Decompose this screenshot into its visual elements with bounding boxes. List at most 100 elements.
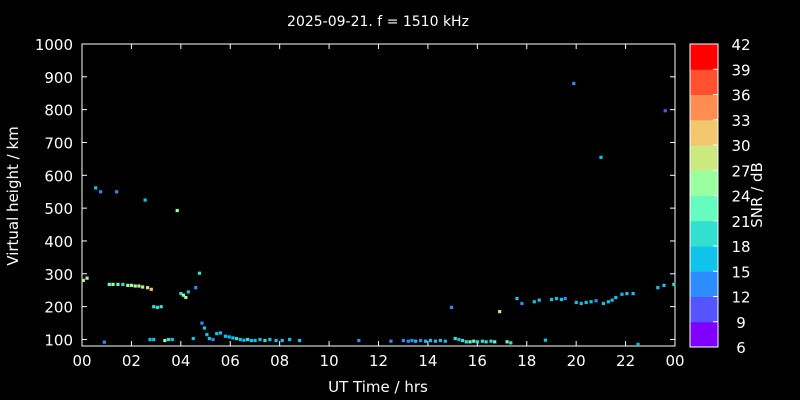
data-point xyxy=(227,335,231,339)
x-tick-label: 08 xyxy=(270,352,289,370)
data-point xyxy=(137,284,141,288)
data-point xyxy=(115,190,119,194)
data-point xyxy=(121,282,125,286)
data-point xyxy=(520,301,524,306)
colorbar-tick-label: 12 xyxy=(731,289,750,307)
chart-title: 2025-09-21. f = 1510 kHz xyxy=(287,14,469,30)
data-point xyxy=(191,336,195,341)
x-tick-label: 20 xyxy=(567,352,586,370)
data-point xyxy=(625,291,629,296)
data-point xyxy=(207,336,211,341)
data-point xyxy=(258,337,262,342)
data-point xyxy=(484,340,488,344)
data-point xyxy=(489,339,493,343)
data-point xyxy=(200,321,204,325)
data-points xyxy=(81,81,676,347)
data-point xyxy=(498,310,502,314)
data-point xyxy=(457,337,461,342)
x-tick-label: 00 xyxy=(72,352,91,370)
data-point xyxy=(419,338,423,343)
y-tick-label: 500 xyxy=(44,200,73,218)
colorbar-tick-label: 15 xyxy=(731,263,750,281)
data-point xyxy=(589,300,593,304)
data-point xyxy=(263,338,267,343)
data-point xyxy=(215,332,219,336)
data-point xyxy=(129,283,134,287)
colorbar-segment xyxy=(690,271,718,297)
data-point xyxy=(231,336,235,340)
colorbar-tick-label: 9 xyxy=(736,314,746,332)
data-point xyxy=(406,339,410,343)
data-point xyxy=(288,337,292,342)
data-point xyxy=(423,339,428,343)
colorbar-tick-label: 39 xyxy=(731,61,750,79)
colorbar-tick-label: 27 xyxy=(731,162,750,180)
colorbar-tick-label: 36 xyxy=(731,87,750,105)
data-point xyxy=(184,295,188,300)
data-point xyxy=(175,208,179,213)
data-point xyxy=(152,305,156,309)
x-tick-label: 00 xyxy=(665,352,684,370)
y-tick-label: 100 xyxy=(44,331,73,349)
colorbar-tick-label: 33 xyxy=(731,112,750,130)
data-point xyxy=(389,339,393,343)
data-point xyxy=(579,301,583,306)
y-axis-label: Virtual height / km xyxy=(4,126,22,265)
data-point xyxy=(532,300,536,304)
data-point xyxy=(253,338,257,343)
data-point xyxy=(205,333,209,337)
colorbar-segment xyxy=(690,69,718,95)
data-point xyxy=(297,338,302,343)
colorbar-segment xyxy=(690,145,718,171)
colorbar-segment xyxy=(690,246,718,272)
data-point xyxy=(202,326,207,330)
data-point xyxy=(194,286,198,290)
x-axis-ticks: 00 02 04 06 08 10 12 14 16 18 20 22 00 xyxy=(72,44,685,370)
colorbar-segment xyxy=(690,44,718,70)
data-point xyxy=(601,301,606,306)
data-point xyxy=(464,340,468,344)
data-point xyxy=(99,190,103,194)
colorbar-tick-label: 21 xyxy=(731,213,750,231)
data-point xyxy=(493,340,497,344)
colorbar-segment xyxy=(690,119,718,146)
data-point xyxy=(116,282,120,286)
data-point xyxy=(599,155,603,159)
data-point xyxy=(401,338,405,343)
data-point xyxy=(537,298,541,302)
data-point xyxy=(574,300,578,305)
data-point xyxy=(475,340,480,344)
data-point xyxy=(211,337,215,342)
data-point xyxy=(357,338,361,343)
data-point xyxy=(505,340,509,344)
data-point xyxy=(141,285,145,289)
snr-colorbar: 6 9 12 15 18 21 24 27 30 33 36 39 42 xyxy=(689,36,751,357)
data-point xyxy=(443,339,447,343)
data-point xyxy=(433,339,438,343)
colorbar-segment xyxy=(690,94,718,121)
colorbar-segment xyxy=(690,170,718,196)
data-point xyxy=(606,300,610,304)
x-tick-label: 16 xyxy=(468,352,487,370)
x-tick-label: 02 xyxy=(122,352,141,370)
data-point xyxy=(572,81,576,86)
data-point xyxy=(242,338,246,342)
plot-area xyxy=(81,43,676,347)
data-point xyxy=(223,334,228,338)
data-point xyxy=(148,337,152,342)
data-point xyxy=(149,287,153,291)
colorbar-tick-label: 24 xyxy=(731,188,750,206)
data-point xyxy=(480,339,484,343)
y-tick-label: 300 xyxy=(44,266,73,284)
data-point xyxy=(468,340,472,344)
data-point xyxy=(280,338,284,343)
y-tick-label: 700 xyxy=(44,134,73,152)
data-point xyxy=(410,338,414,343)
data-point xyxy=(428,338,433,343)
colorbar-tick-label: 30 xyxy=(731,137,750,155)
y-tick-label: 200 xyxy=(44,299,73,317)
y-tick-label: 600 xyxy=(44,167,73,185)
data-point xyxy=(111,282,115,286)
data-point xyxy=(620,292,624,296)
